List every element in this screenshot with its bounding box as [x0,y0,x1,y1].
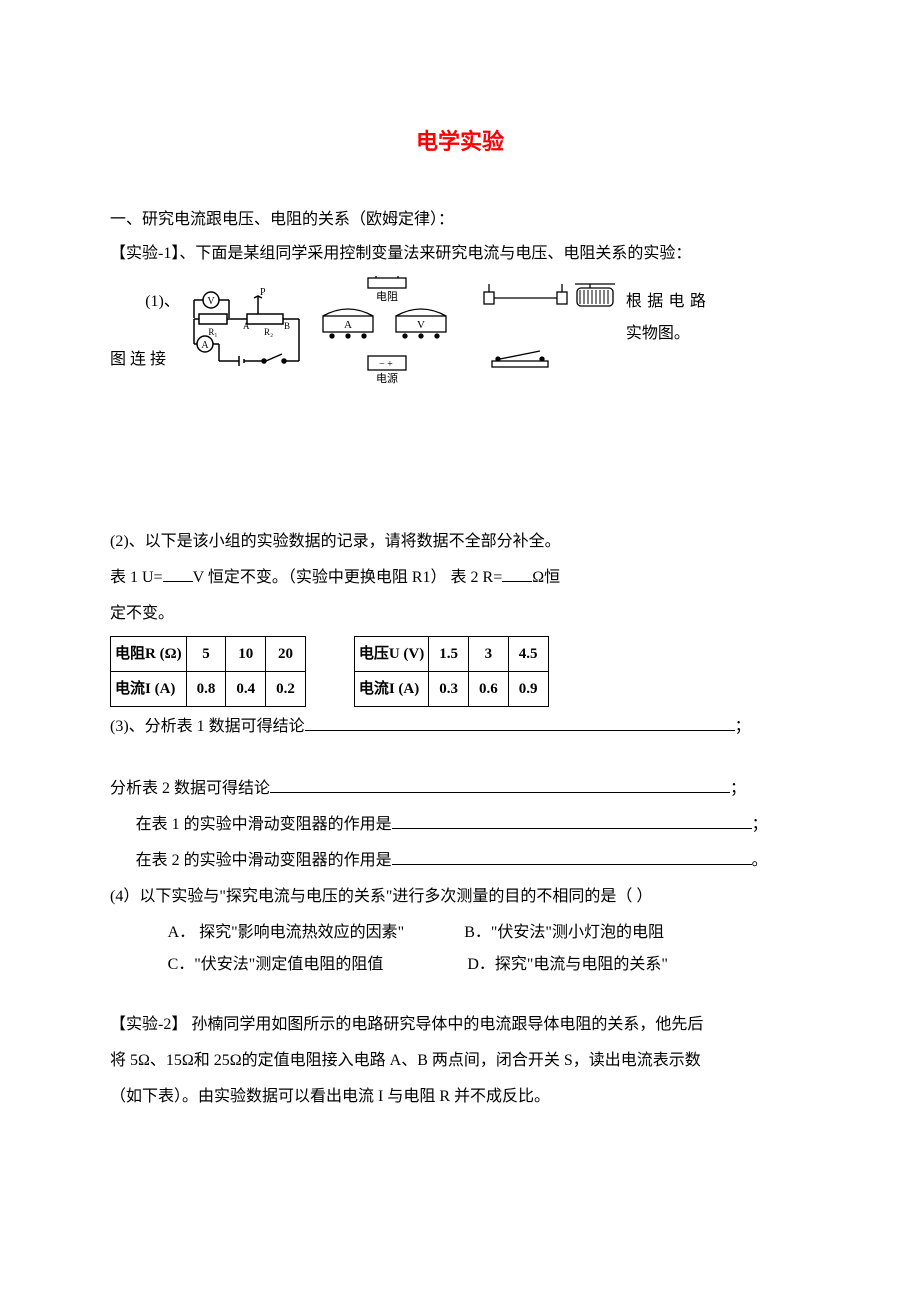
table-captions: 表 1 U= V 恒定不变。（实验中更换电阻 R1） 表 2 R= Ω恒 [110,562,810,594]
table-row: 电流I (A) 0.8 0.4 0.2 [111,672,306,707]
table2-r1-c1: 1.5 [429,637,469,672]
page-title: 电学实验 [110,120,810,164]
svg-text:− +: − + [379,359,393,370]
svg-text:V: V [207,296,215,307]
svg-text:V: V [417,319,425,331]
table2-r1-c2: 3 [469,637,509,672]
slider-purpose-1: 在表 1 的实验中滑动变阻器的作用是 ； [110,809,810,841]
table1-r1-c1: 5 [186,637,226,672]
question-1-diagram-row: (1)、 图 连 接 V R₁ P A R₂ [110,276,810,386]
q3b-prefix: 分析表 2 数据可得结论 [110,780,270,797]
slider1-prefix: 在表 1 的实验中滑动变阻器的作用是 [136,816,392,833]
table2-r1-c3: 4.5 [508,637,548,672]
question-2: (2)、以下是该小组的实验数据的记录，请将数据不全部分补全。 [110,526,810,558]
table2-r2-c2: 0.6 [469,672,509,707]
blank-slider-1[interactable] [392,810,752,829]
experiment-1-heading: 【实验-1】、下面是某组同学采用控制变量法来研究电流与电压、电阻关系的实验： [110,238,810,270]
blank-voltage[interactable] [163,563,193,582]
table-1: 电阻R (Ω) 5 10 20 电流I (A) 0.8 0.4 0.2 [110,636,306,707]
table-captions-line2: 定不变。 [110,598,810,630]
slider-purpose-2: 在表 2 的实验中滑动变阻器的作用是 。 [110,845,810,877]
svg-text:电源: 电源 [376,371,398,385]
table2-r2-c3: 0.9 [508,672,548,707]
slider2-prefix: 在表 2 的实验中滑动变阻器的作用是 [136,852,392,869]
period-1: 。 [752,852,768,869]
table-row: 电阻R (Ω) 5 10 20 [111,637,306,672]
table1-r1-label: 电阻R (Ω) [111,637,187,672]
choice-c[interactable]: C．"伏安法"测定值电阻的阻值 [168,949,384,981]
circuit-diagram: V R₁ P A R₂ B A [184,286,314,376]
choices-row-1: A． 探究"影响电流热效应的因素" B．"伏安法"测小灯泡的电阻 [110,917,810,949]
table1-r2-c2: 0.4 [226,672,266,707]
table1-r1-c2: 10 [226,637,266,672]
q1-prefix: (1)、 [110,286,180,318]
q3a-prefix: (3)、分析表 1 数据可得结论 [110,718,305,735]
choice-a[interactable]: A． 探究"影响电流热效应的因素" [168,917,405,949]
table1-r2-label: 电流I (A) [111,672,187,707]
blank-slider-2[interactable] [392,846,752,865]
svg-text:A: A [344,319,352,331]
semicolon-2: ； [730,780,746,797]
table2-caption-post: Ω恒 [532,569,560,586]
experiment-2-line3: （如下表）。由实验数据可以看出电流 I 与电阻 R 并不成反比。 [110,1081,810,1113]
choice-d[interactable]: D．探究"电流与电阻的关系" [467,949,668,981]
q1-lead-column: (1)、 图 连 接 [110,286,180,376]
section-1-heading: 一、研究电流跟电压、电阻的关系（欧姆定律）： [110,204,810,236]
svg-text:B: B [284,321,290,331]
choice-b[interactable]: B．"伏安法"测小灯泡的电阻 [464,917,664,949]
svg-text:电阻: 电阻 [376,290,398,303]
semicolon-3: ； [752,816,768,833]
choices-row-2: C．"伏安法"测定值电阻的阻值 D．探究"电流与电阻的关系" [110,949,810,981]
blank-conclusion-1[interactable] [305,712,735,731]
table2-r2-label: 电流I (A) [354,672,428,707]
table1-caption-pre: 表 1 U= [110,569,163,586]
q1-right-line1: 根 据 电 路 [626,286,706,318]
table-row: 电流I (A) 0.3 0.6 0.9 [354,672,548,707]
question-4: (4）以下实验与"探究电流与电压的关系"进行多次测量的目的不相同的是（ ） [110,881,810,913]
q1-right-line2: 实物图。 [626,318,706,350]
svg-text:A: A [201,340,209,351]
experiment-2-line1: 【实验-2】 孙楠同学用如图所示的电路研究导体中的电流跟导体电阻的关系，他先后 [110,1009,810,1041]
q1-left-line2: 图 连 接 [110,344,180,376]
table1-r2-c1: 0.8 [186,672,226,707]
components-diagram: 电阻 A V − + 电源 [318,276,468,386]
experiment-2-line2: 将 5Ω、15Ω和 25Ω的定值电阻接入电路 A、B 两点间，闭合开关 S，读出… [110,1045,810,1077]
table2-caption-pre: 表 2 R= [447,569,503,586]
svg-text:P: P [260,287,266,298]
svg-text:A: A [243,321,250,331]
table1-r1-c3: 20 [266,637,306,672]
blank-conclusion-2[interactable] [270,774,730,793]
data-tables-row: 电阻R (Ω) 5 10 20 电流I (A) 0.8 0.4 0.2 电压U … [110,636,810,707]
table-2: 电压U (V) 1.5 3 4.5 电流I (A) 0.3 0.6 0.9 [354,636,549,707]
table1-caption-post: V 恒定不变。（实验中更换电阻 R1） [193,569,447,586]
svg-text:R₂: R₂ [264,327,273,337]
table1-r2-c3: 0.2 [266,672,306,707]
question-3b: 分析表 2 数据可得结论 ； [110,773,810,805]
table-row: 电压U (V) 1.5 3 4.5 [354,637,548,672]
svg-text:R₁: R₁ [208,327,217,337]
table2-r1-label: 电压U (V) [354,637,428,672]
q1-right-column: 根 据 电 路 实物图。 [626,286,706,376]
switch-rheostat-diagram [472,276,622,386]
semicolon-1: ； [735,718,751,735]
table2-r2-c1: 0.3 [429,672,469,707]
question-3a: (3)、分析表 1 数据可得结论 ； [110,711,810,743]
blank-resistance[interactable] [502,563,532,582]
